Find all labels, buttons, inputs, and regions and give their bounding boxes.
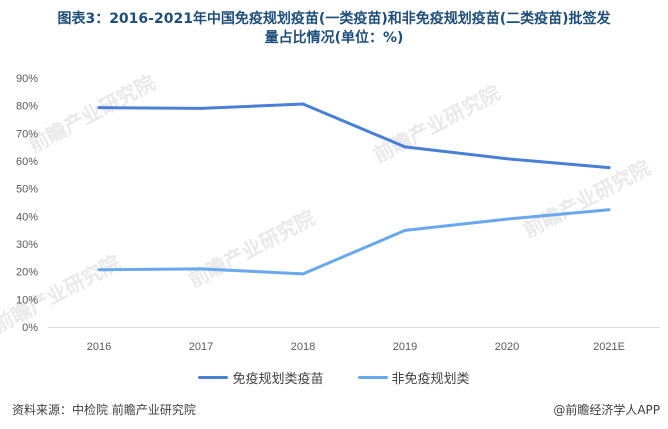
- chart-title-line-2: 量占比情况(单位：%): [264, 30, 404, 46]
- legend-item-series-1: 免疫规划类疫苗: [198, 368, 324, 387]
- x-tick-label: 2016: [87, 341, 111, 353]
- data-point: [607, 166, 611, 170]
- y-tick-label: 50%: [16, 184, 38, 196]
- watermark-text: 前瞻产业研究院: [369, 80, 504, 167]
- chart-title: 图表3：2016-2021年中国免疫规划疫苗(一类疫苗)和非免疫规划疫苗(二类疫…: [0, 10, 668, 48]
- y-tick-label: 80%: [16, 101, 38, 113]
- data-point: [403, 228, 407, 232]
- x-tick-label: 2020: [495, 341, 519, 353]
- series-line-1: [97, 102, 611, 170]
- y-tick-label: 40%: [16, 211, 38, 223]
- legend-swatch-series-2: [357, 376, 388, 379]
- data-point: [505, 217, 509, 221]
- x-tick-label: 2019: [393, 341, 417, 353]
- y-tick-label: 60%: [16, 156, 38, 168]
- data-point: [199, 267, 203, 271]
- data-point: [301, 272, 305, 276]
- y-tick-label: 0%: [22, 322, 38, 334]
- legend-swatch-series-1: [198, 376, 229, 379]
- watermark-text: 前瞻产业研究院: [184, 205, 319, 292]
- x-tick-label: 2021E: [593, 341, 625, 353]
- data-point: [505, 157, 509, 161]
- data-point: [199, 106, 203, 110]
- y-tick-label: 20%: [16, 267, 38, 279]
- chart-title-line-1: 图表3：2016-2021年中国免疫规划疫苗(一类疫苗)和非免疫规划疫苗(二类疫…: [57, 11, 611, 27]
- data-point: [607, 208, 611, 212]
- data-point: [97, 268, 101, 272]
- legend-label-series-1: 免疫规划类疫苗: [232, 372, 324, 387]
- series-line-2: [97, 208, 611, 276]
- legend-label-series-2: 非免疫规划类: [391, 372, 470, 387]
- x-tick-label: 2018: [291, 341, 315, 353]
- legend-item-series-2: 非免疫规划类: [357, 368, 470, 387]
- watermark-text: 前瞻产业研究院: [519, 155, 654, 242]
- data-point: [301, 102, 305, 106]
- y-tick-label: 70%: [16, 128, 38, 140]
- chart-legend: 免疫规划类疫苗 非免疫规划类: [0, 368, 668, 387]
- data-point: [403, 145, 407, 149]
- brand-credit: @前瞻经济学人APP: [553, 403, 660, 417]
- data-point: [97, 106, 101, 110]
- watermark-text: 前瞻产业研究院: [24, 70, 159, 157]
- source-note: 资料来源：中检院 前瞻产业研究院: [12, 403, 196, 417]
- x-tick-label: 2017: [189, 341, 213, 353]
- y-tick-label: 10%: [16, 294, 38, 306]
- y-tick-label: 30%: [16, 239, 38, 251]
- y-tick-label: 90%: [16, 73, 38, 85]
